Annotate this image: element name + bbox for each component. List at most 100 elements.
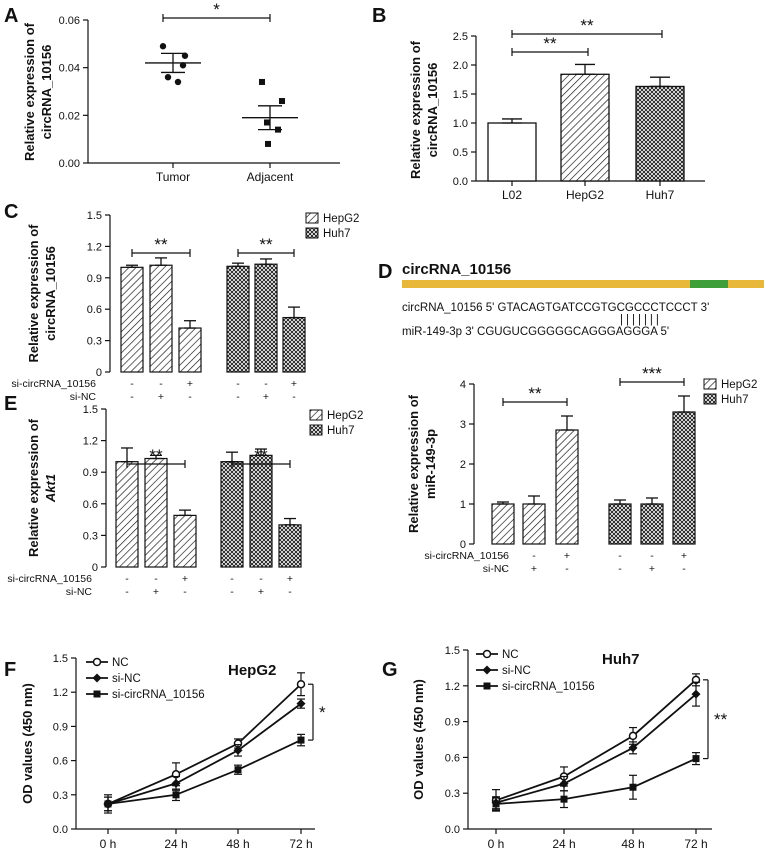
y-tick-label: 0.3	[445, 788, 460, 800]
condition-symbol: -	[292, 391, 296, 403]
legend-marker-square	[483, 682, 491, 690]
panel-letter-a: A	[4, 5, 18, 27]
y-tick-label: 0.0	[53, 824, 68, 836]
series-line-si-NC	[495, 693, 697, 804]
y-axis-label-line2: circRNA_10156	[39, 45, 54, 140]
y-tick-label: 0.0	[453, 176, 468, 188]
y-axis-label: Relative expression of	[26, 418, 41, 557]
condition-label: si-NC	[66, 586, 93, 598]
y-tick-label: 2.5	[453, 31, 468, 43]
legend-swatch	[309, 424, 323, 436]
bar-huh7-1	[640, 503, 664, 545]
y-tick-label: 1.2	[83, 436, 98, 448]
bar-hepg2	[560, 73, 610, 182]
significance-stars: **	[149, 446, 163, 465]
marker-square	[692, 755, 700, 763]
legend-marker-circle	[92, 657, 102, 667]
chart-title: HepG2	[228, 662, 276, 679]
y-axis-label: Relative expression of	[22, 22, 37, 161]
x-category-label: 0 h	[100, 837, 117, 851]
y-tick-label: 1.5	[87, 210, 102, 222]
y-tick-label: 1.5	[53, 653, 68, 665]
series-line-NC	[495, 679, 697, 802]
condition-symbol: -	[159, 378, 163, 390]
y-tick-label: 4	[460, 379, 466, 391]
y-tick-label: 1.5	[453, 89, 468, 101]
marker-diamond	[296, 699, 306, 709]
bar-hepg2-2	[173, 514, 197, 568]
panel-b-bar-chart: 0.0 0.5 1.0 1.5 2.0 2.5 L02 HepG2 Huh7 ** ** Relati…	[408, 16, 705, 202]
data-point-adjacent	[279, 98, 285, 105]
condition-symbol: -	[565, 563, 569, 575]
condition-symbol: -	[618, 550, 622, 562]
bar-huh7-0	[608, 503, 632, 545]
bar-hepg2-1	[522, 503, 546, 545]
condition-symbol: +	[649, 563, 655, 575]
y-tick-label: 0.06	[59, 15, 80, 27]
marker-diamond	[233, 745, 243, 755]
condition-symbol: +	[287, 573, 293, 585]
panel-letter-b: B	[372, 5, 386, 27]
x-category-label: 72 h	[289, 837, 312, 851]
significance-stars: *	[319, 703, 326, 722]
y-tick-label: 0.9	[83, 467, 98, 479]
legend-swatch	[305, 212, 319, 224]
bar-hepg2-1	[144, 457, 168, 568]
legend-swatch	[703, 393, 717, 405]
significance-stars: **	[714, 710, 728, 729]
y-tick-label: 0.0	[445, 824, 460, 836]
condition-symbol: -	[125, 586, 129, 598]
marker-diamond	[559, 779, 569, 789]
legend-label: si-circRNA_10156	[112, 689, 205, 701]
y-tick-label: 2	[460, 459, 466, 471]
legend-label: HepG2	[327, 410, 363, 422]
x-category-label: 24 h	[552, 837, 575, 851]
y-tick-label: 0.02	[59, 110, 80, 122]
y-tick-label: 0.6	[53, 756, 68, 768]
y-axis-label: OD values (450 nm)	[20, 683, 35, 804]
x-category-label: 0 h	[488, 837, 505, 851]
series-line-si-circRNA_10156	[495, 757, 697, 805]
y-tick-label: 0.5	[453, 147, 468, 159]
bar-huh7-2	[672, 411, 696, 545]
y-axis-label: OD values (450 nm)	[411, 679, 426, 800]
y-axis-label: Relative expression of	[406, 394, 421, 533]
y-axis-label-line2: Akt1	[43, 474, 58, 503]
x-category-label: 48 h	[226, 837, 249, 851]
bar-huh7-1	[249, 454, 273, 568]
legend-marker-diamond	[92, 673, 102, 683]
chart-title: Huh7	[602, 651, 640, 668]
marker-square	[234, 766, 242, 774]
condition-label: si-circRNA_10156	[11, 378, 96, 390]
legend-label: si-NC	[112, 673, 141, 685]
significance-stars: ***	[642, 364, 662, 383]
x-category-label: 72 h	[684, 837, 707, 851]
condition-label: si-circRNA_10156	[424, 550, 509, 562]
marker-square	[104, 800, 112, 808]
condition-symbol: -	[532, 550, 536, 562]
condition-symbol: +	[291, 378, 297, 390]
legend-label: HepG2	[721, 379, 757, 391]
bar-hepg2-2	[178, 327, 202, 373]
y-tick-label: 3	[460, 419, 466, 431]
marker-circle	[628, 731, 638, 741]
binding-site-highlight	[690, 280, 728, 288]
condition-symbol: -	[236, 391, 240, 403]
marker-square	[629, 783, 637, 791]
significance-stars: **	[254, 446, 268, 465]
legend-marker-square	[93, 690, 101, 698]
marker-diamond	[691, 689, 701, 699]
condition-symbol: +	[681, 550, 687, 562]
condition-symbol: -	[236, 378, 240, 390]
series-line-si-circRNA_10156	[107, 739, 302, 805]
marker-circle	[296, 679, 306, 689]
bar-l02	[487, 122, 537, 182]
panel-e-bar-chart: 00.30.60.91.21.5** **si-circRNA_10156- - + -…	[7, 404, 363, 598]
condition-symbol: -	[288, 586, 292, 598]
legend-swatch	[305, 227, 319, 239]
x-category-label: 24 h	[164, 837, 187, 851]
y-tick-label: 0.9	[53, 721, 68, 733]
x-category-label: HepG2	[566, 188, 604, 202]
bar-hepg2-2	[555, 429, 579, 545]
y-tick-label: 0	[92, 562, 98, 574]
